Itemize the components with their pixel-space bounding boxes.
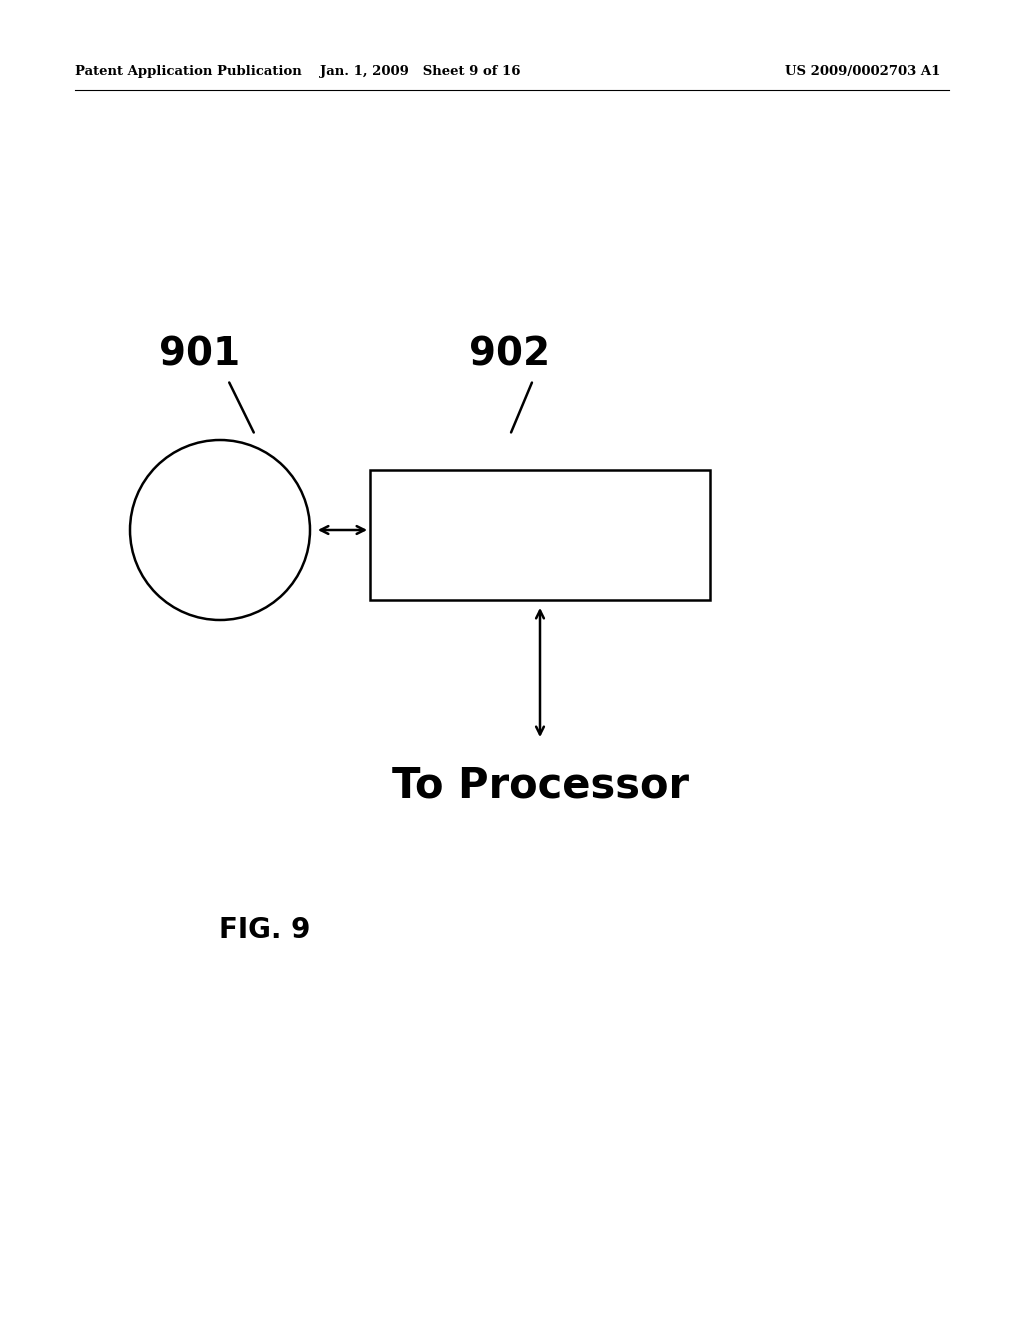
Ellipse shape: [130, 440, 310, 620]
Text: Patent Application Publication: Patent Application Publication: [75, 66, 302, 78]
Text: 901: 901: [160, 337, 241, 374]
Bar: [370, 470, 710, 601]
Text: FIG. 9: FIG. 9: [219, 916, 310, 944]
Text: US 2009/0002703 A1: US 2009/0002703 A1: [784, 66, 940, 78]
Text: To Processor: To Processor: [391, 764, 688, 807]
Text: Jan. 1, 2009   Sheet 9 of 16: Jan. 1, 2009 Sheet 9 of 16: [319, 66, 520, 78]
Text: 902: 902: [469, 337, 551, 374]
